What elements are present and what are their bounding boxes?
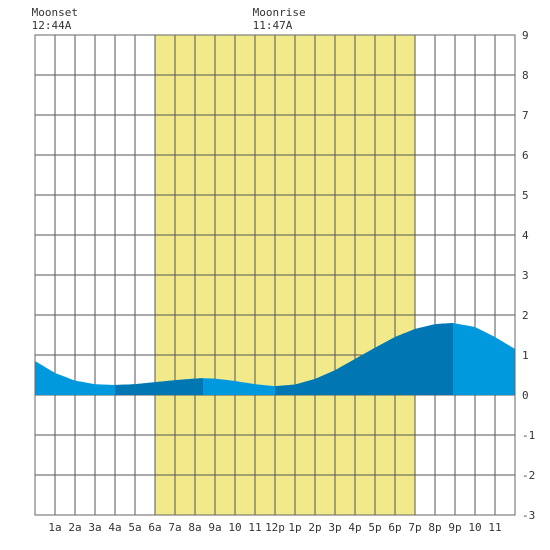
moonrise-time: 11:47A — [253, 19, 293, 32]
x-tick-label: 10 — [228, 521, 241, 534]
moonset-time: 12:44A — [32, 19, 72, 32]
y-tick-label: -3 — [522, 509, 535, 522]
x-tick-label: 10 — [468, 521, 481, 534]
y-tick-label: 4 — [522, 229, 529, 242]
y-tick-label: 7 — [522, 109, 529, 122]
tide-area-shaded — [275, 323, 453, 395]
x-tick-label: 1p — [288, 521, 301, 534]
x-tick-label: 12p — [265, 521, 285, 534]
y-tick-label: -1 — [522, 429, 535, 442]
plot-frame — [34, 34, 516, 516]
x-tick-labels: 1a 2a 3a 4a 5a 6a 7a 8a 9a 10 11 12p 1p 2p 3p 4p 5p 6p 7p 8… — [48, 521, 501, 534]
x-tick-label: 3p — [328, 521, 341, 534]
x-tick-label: 2p — [308, 521, 321, 534]
x-tick-label: 5a — [128, 521, 141, 534]
y-tick-label: 5 — [522, 189, 529, 202]
y-tick-label: 0 — [522, 389, 529, 402]
x-tick-label: 8a — [188, 521, 201, 534]
moonset-label: Moonset — [32, 6, 78, 19]
x-tick-label: 4p — [348, 521, 361, 534]
x-tick-label: 11 — [488, 521, 501, 534]
x-tick-label: 5p — [368, 521, 381, 534]
y-tick-label: 3 — [522, 269, 529, 282]
y-tick-label: 6 — [522, 149, 529, 162]
tide-area-layer — [35, 323, 515, 395]
y-tick-label: 8 — [522, 69, 529, 82]
x-tick-label: 6p — [388, 521, 401, 534]
x-tick-label: 7a — [168, 521, 181, 534]
x-tick-label: 7p — [408, 521, 421, 534]
x-tick-label: 3a — [88, 521, 101, 534]
x-tick-label: 1a — [48, 521, 61, 534]
x-tick-label: 9a — [208, 521, 221, 534]
x-tick-label: 11 — [248, 521, 261, 534]
x-tick-label: 8p — [428, 521, 441, 534]
tide-area-shaded — [115, 378, 203, 395]
x-tick-label: 6a — [148, 521, 161, 534]
x-tick-label: 4a — [108, 521, 121, 534]
y-tick-label: 9 — [522, 29, 529, 42]
x-tick-label: 2a — [68, 521, 81, 534]
grid-layer — [35, 35, 515, 515]
y-tick-labels: -3 -2 -1 0 1 2 3 4 5 6 7 8 9 — [522, 29, 535, 522]
x-tick-label: 9p — [448, 521, 461, 534]
y-tick-label: 2 — [522, 309, 529, 322]
moonrise-label: Moonrise — [253, 6, 306, 19]
y-tick-label: -2 — [522, 469, 535, 482]
y-tick-label: 1 — [522, 349, 529, 362]
